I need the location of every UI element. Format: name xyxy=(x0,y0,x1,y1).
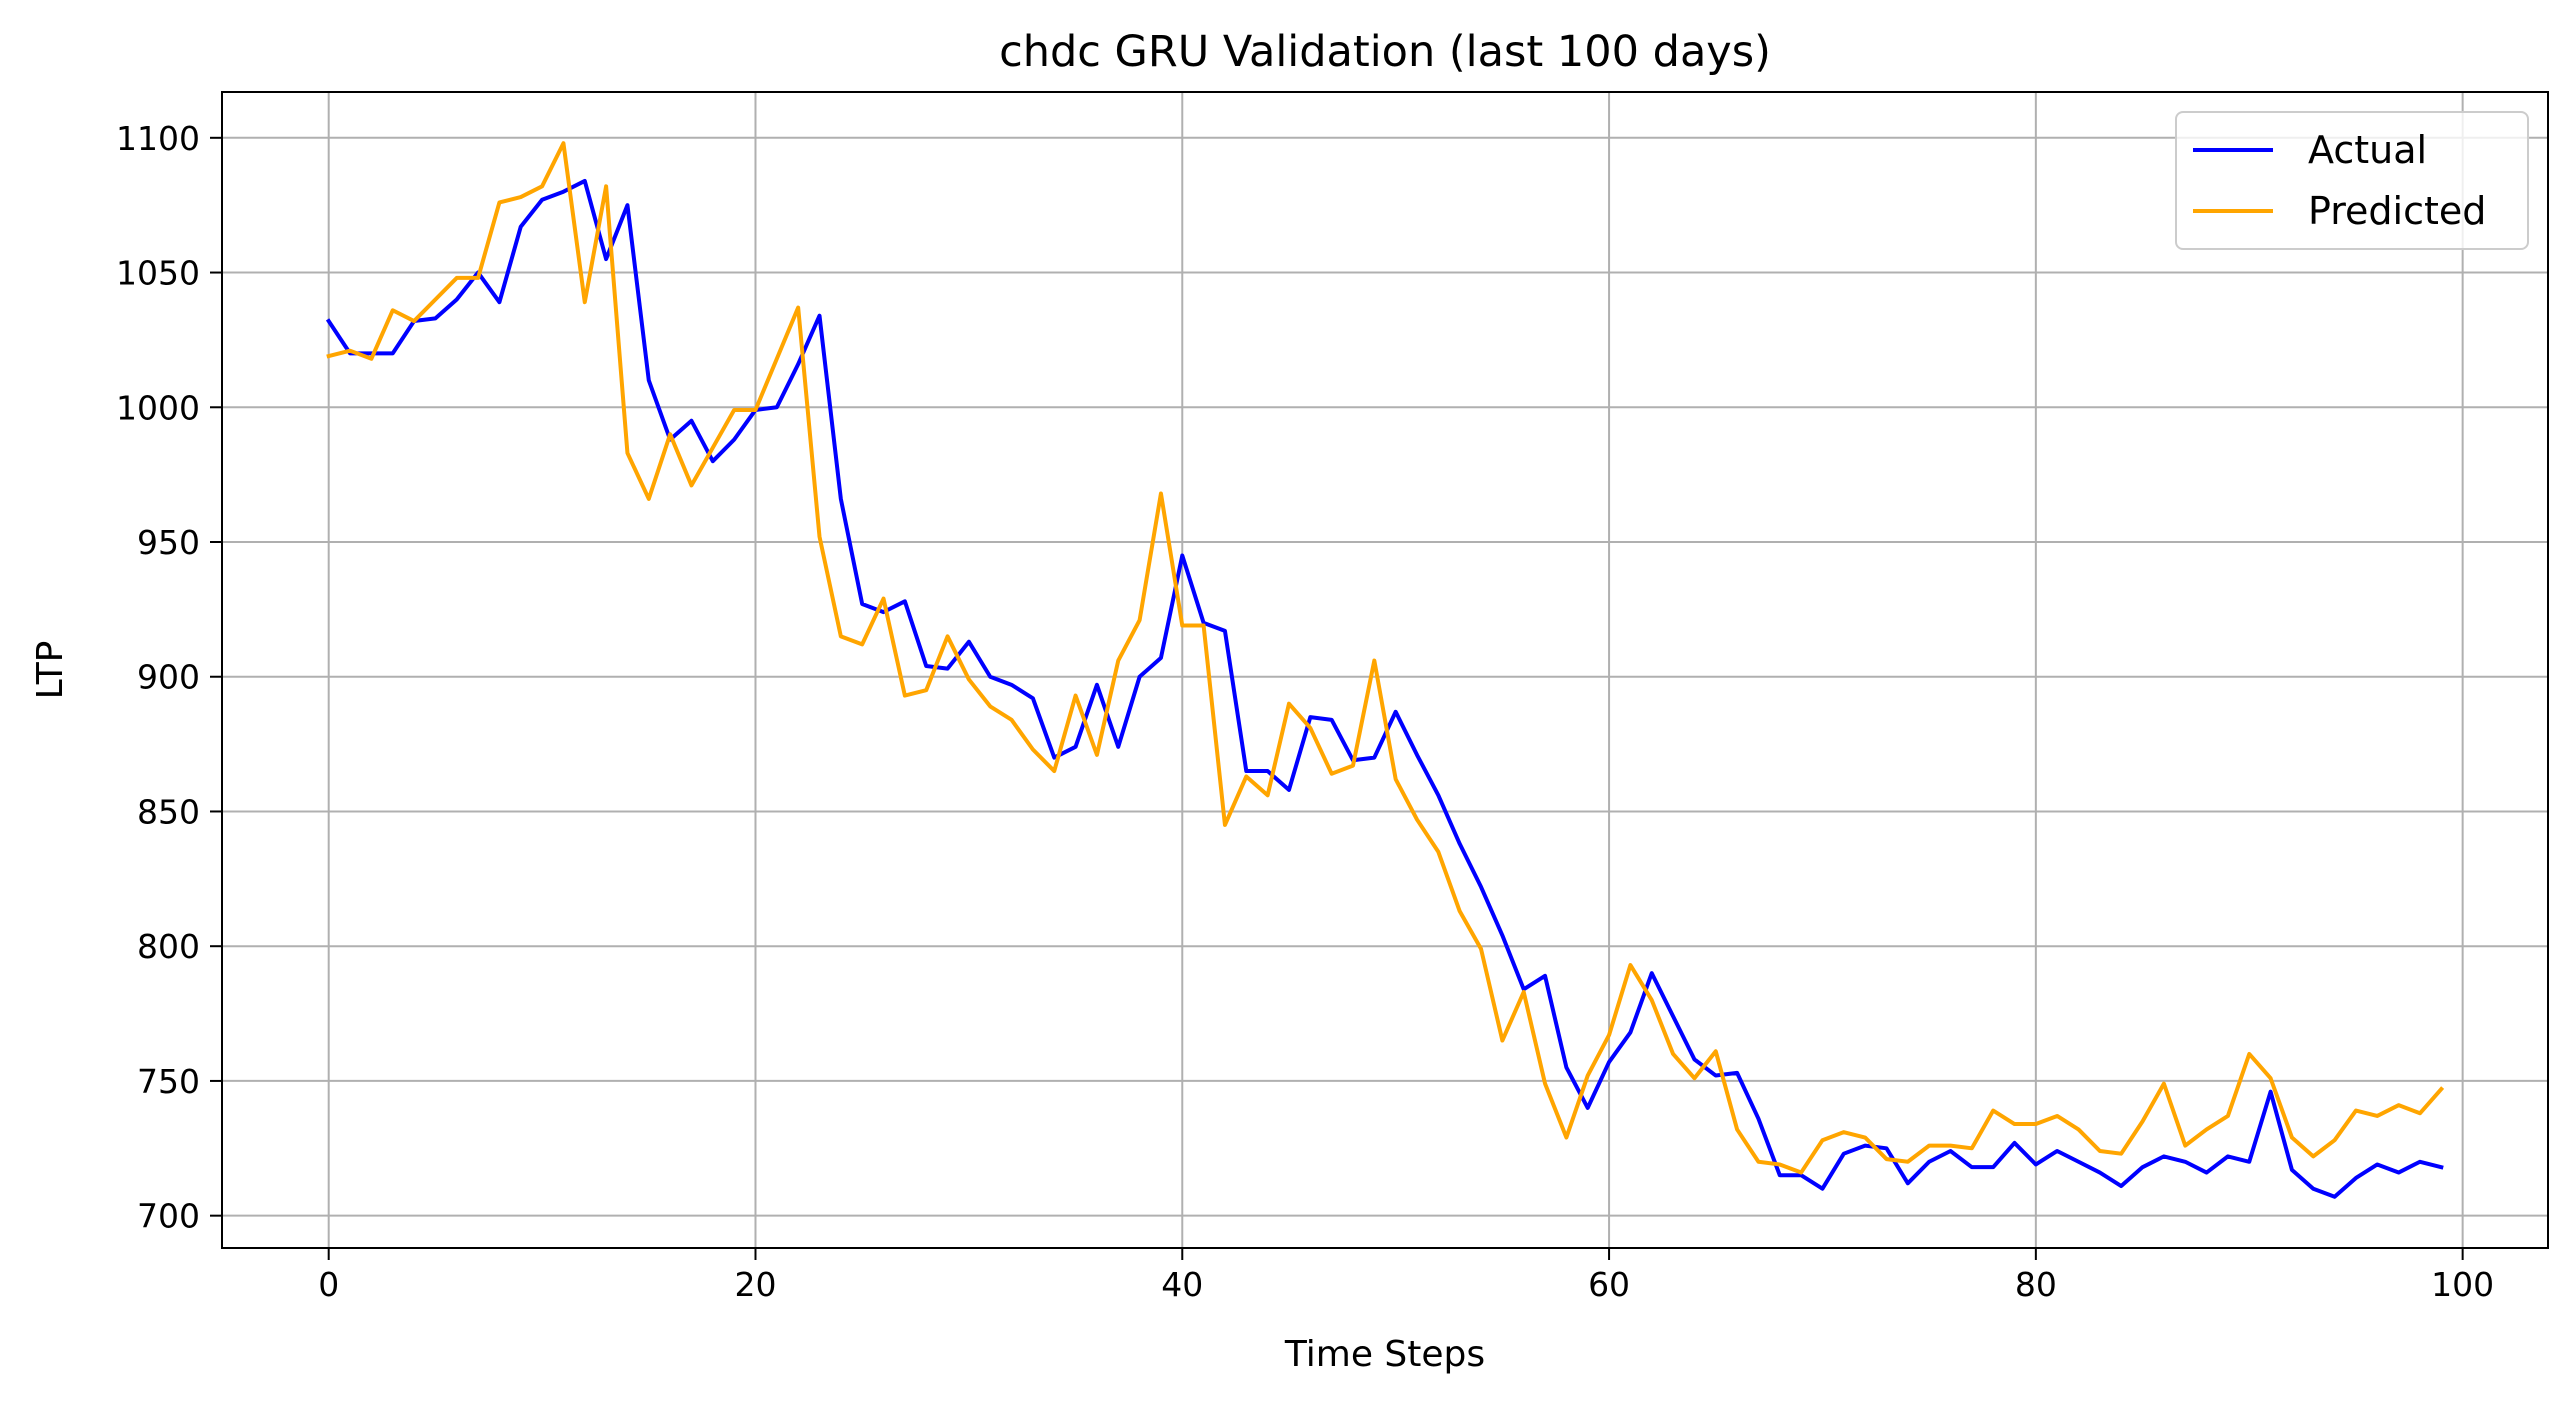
y-tick-label: 800 xyxy=(137,927,200,966)
grid xyxy=(222,92,2548,1248)
plot-frame xyxy=(221,91,2549,1249)
series-line-predicted xyxy=(326,141,2445,1175)
y-tick-label: 900 xyxy=(137,658,200,697)
legend: Actual Predicted xyxy=(2175,111,2529,250)
x-tick-label: 40 xyxy=(1161,1265,1203,1304)
y-tick-label: 1000 xyxy=(116,388,200,427)
series-line-actual xyxy=(325,178,2444,1199)
y-tick-label: 1100 xyxy=(116,119,200,158)
x-tick-label: 0 xyxy=(318,1265,339,1304)
x-tick-label: 60 xyxy=(1588,1265,1630,1304)
y-axis-label: LTP xyxy=(30,641,71,700)
x-tick-label: 80 xyxy=(2015,1265,2057,1304)
legend-label-predicted: Predicted xyxy=(2308,189,2486,233)
y-tick-label: 950 xyxy=(137,523,200,562)
chart-title: chdc GRU Validation (last 100 days) xyxy=(999,27,1771,77)
y-tick-label: 750 xyxy=(137,1062,200,1101)
x-tick-label: 100 xyxy=(2431,1265,2494,1304)
series-lines xyxy=(325,141,2445,1199)
y-tick-label: 850 xyxy=(137,792,200,831)
legend-label-actual: Actual xyxy=(2308,128,2427,172)
x-tick-label: 20 xyxy=(734,1265,776,1304)
axis-ticks: 0 20 40 60 80 100 700 750 800 850 900 950 1000 1050 11… xyxy=(116,119,2494,1304)
y-tick-label: 700 xyxy=(137,1197,200,1236)
y-tick-label: 1050 xyxy=(116,254,200,293)
x-axis-label: Time Steps xyxy=(1284,1334,1485,1375)
legend-box xyxy=(2175,111,2529,250)
